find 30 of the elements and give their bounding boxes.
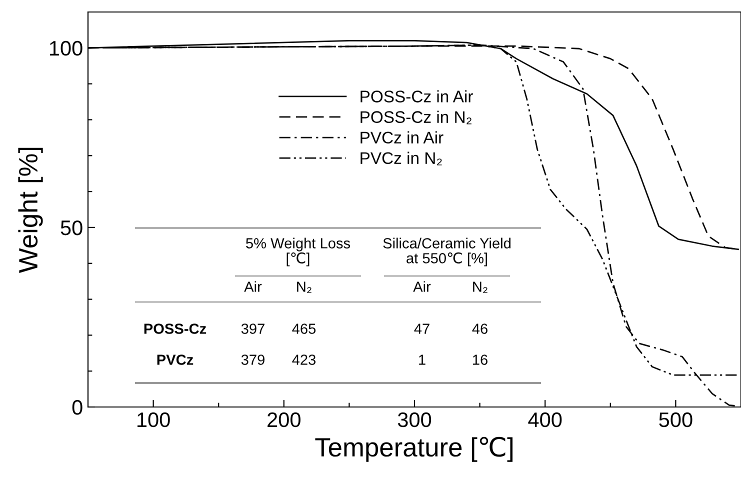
annotation: 397 [241, 324, 264, 334]
annotation: Silica/Ceramic Yield at 550℃ [%] [383, 238, 510, 266]
legend-label: POSS-Cz in Air [360, 90, 473, 102]
y-tick-label: 100 [50, 40, 82, 56]
annotation: 465 [292, 324, 316, 334]
y-tick-label: 50 [60, 220, 82, 236]
x-tick-label: 200 [268, 412, 300, 428]
x-tick-label: 500 [659, 412, 692, 428]
annotation: 46 [472, 324, 488, 334]
y-axis-title: Weight [%] [18, 148, 43, 273]
legend-label: POSS-Cz in N₂ [360, 110, 472, 124]
annotation: 379 [241, 354, 264, 365]
annotation: N₂ [297, 282, 312, 294]
y-tick-label: 0 [72, 400, 82, 415]
annotation: 16 [473, 354, 488, 365]
annotation: Air [244, 281, 262, 292]
x-tick-label: 400 [528, 412, 562, 428]
annotation: PVCz [157, 354, 194, 365]
legend-label: PVCz in N₂ [360, 152, 442, 166]
annotation: Air [413, 281, 431, 292]
legend-label: PVCz in Air [360, 131, 444, 144]
annotation: N₂ [473, 282, 488, 294]
annotation: 1 [419, 354, 426, 365]
annotation: POSS-Cz [144, 324, 206, 334]
x-tick-label: 100 [138, 412, 170, 428]
annotation: 5% Weight Loss [℃] [246, 238, 350, 266]
annotation: 423 [292, 354, 316, 365]
annotation: 47 [414, 324, 430, 334]
x-axis-title: Temperature [℃] [315, 436, 513, 462]
x-tick-label: 300 [398, 412, 432, 428]
